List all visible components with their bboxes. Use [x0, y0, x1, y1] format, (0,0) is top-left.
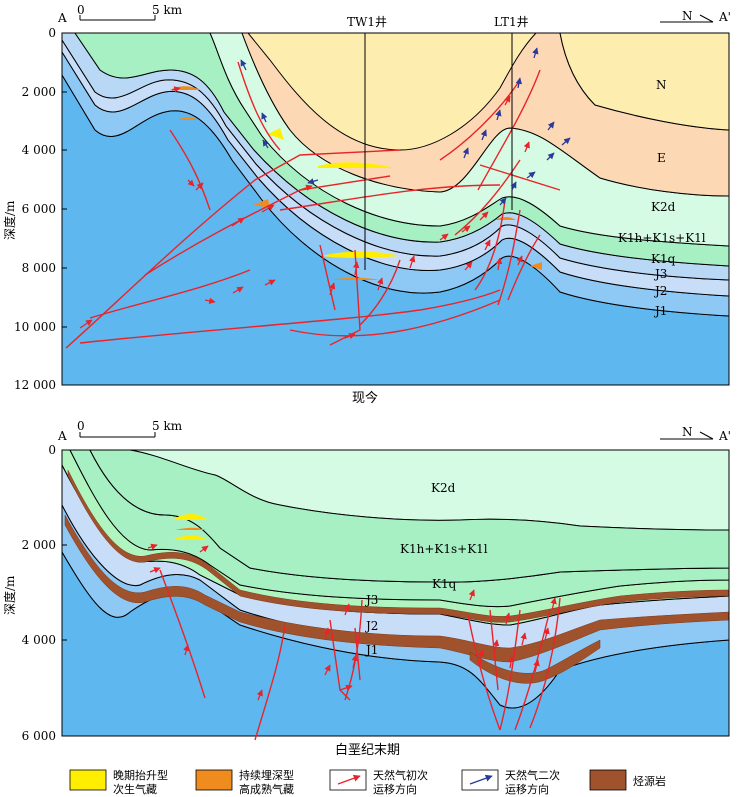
- legend-label-late-uplift-line2: 次生气藏: [113, 782, 157, 796]
- bottom-layer-label-j3: J3: [364, 593, 378, 607]
- legend-item-primary-migration: 天然气初次 运移方向: [329, 768, 428, 796]
- top-layer-label-j1: J1: [653, 304, 667, 318]
- top-primary-migration-arrows: [79, 86, 530, 340]
- bottom-depth-axis-label: 深度/m: [2, 575, 17, 615]
- top-section-end-label: A': [718, 10, 731, 24]
- top-depth-tick-label: 6 000: [22, 202, 56, 216]
- top-gas-deep-6: [530, 262, 542, 270]
- top-section-start-label: A: [57, 11, 67, 25]
- legend-item-source-rock: 烃源岩: [589, 769, 666, 791]
- bottom-depth-tick-label: 6 000: [22, 729, 56, 743]
- top-depth-tick-label: 2 000: [22, 85, 56, 99]
- top-gas-deep-3: [253, 199, 270, 208]
- bottom-section-start-label: A: [57, 429, 67, 443]
- top-depth-tick-label: 10 000: [14, 320, 56, 334]
- legend-label-primary-line1: 天然气初次: [373, 768, 428, 782]
- legend-label-deep-burial-line2: 高成熟气藏: [239, 782, 294, 796]
- legend-label-secondary-line1: 天然气二次: [505, 768, 560, 782]
- bottom-layer-label-k1: K1h+K1s+K1l: [400, 542, 488, 556]
- legend-label-secondary-line2: 运移方向: [505, 782, 549, 796]
- legend-item-late-uplift: 晚期抬升型 次生气藏: [69, 768, 168, 796]
- bottom-gas-late-2: [172, 535, 208, 540]
- top-north-arrow-icon: [660, 14, 714, 23]
- top-layer-label-n: N: [656, 78, 667, 92]
- legend-item-secondary-migration: 天然气二次 运移方向: [461, 768, 560, 796]
- top-gas-deep-4: [330, 277, 380, 280]
- top-depth-ticks: [62, 32, 67, 386]
- top-gas-late-2: [322, 251, 400, 258]
- top-gas-deep-2: [178, 117, 198, 120]
- bottom-section-end-label: A': [718, 429, 731, 443]
- legend: 晚期抬升型 次生气藏 持续埋深型 高成熟气藏 天然气初次 运移方向 天然气二次 …: [69, 768, 666, 796]
- bottom-panel: 0 2 000 4 000 6 000 深度/m A A' 0 5 km N K…: [2, 419, 731, 758]
- top-gas-late-1: [318, 162, 395, 168]
- top-gas-deep-5: [495, 217, 516, 220]
- bottom-depth-ticks: [62, 449, 67, 737]
- top-depth-tick-label: 0: [48, 26, 56, 40]
- bottom-layer-label-j1: J1: [364, 643, 378, 657]
- top-layer-label-e: E: [657, 151, 666, 165]
- bottom-scale-zero: 0: [77, 419, 85, 433]
- top-gas-late-3: [268, 128, 284, 140]
- top-well-tw1-label: TW1井: [347, 15, 387, 29]
- top-north-label: N: [682, 9, 693, 23]
- bottom-scale-bar: [79, 432, 156, 438]
- bottom-north-label: N: [682, 425, 693, 439]
- top-depth-tick-label: 8 000: [22, 261, 56, 275]
- bottom-panel-caption: 白垩纪末期: [335, 742, 400, 758]
- top-well-lt1-label: LT1井: [494, 15, 529, 29]
- top-layer-label-j3: J3: [653, 267, 667, 281]
- bottom-scale-end: 5 km: [152, 419, 183, 433]
- bottom-layer-label-j2: J2: [364, 619, 378, 633]
- bottom-gas-deep-1: [175, 527, 206, 530]
- red-arrow-icon: [337, 774, 361, 785]
- legend-label-source-rock: 烃源岩: [633, 774, 666, 788]
- blue-arrow-icon: [469, 774, 493, 785]
- bottom-depth-tick-label: 4 000: [22, 633, 56, 647]
- top-panel: TW1井 LT1井: [2, 3, 731, 406]
- top-scale-bar: [79, 15, 156, 21]
- legend-label-late-uplift-line1: 晚期抬升型: [113, 768, 168, 782]
- legend-item-deep-burial: 持续埋深型 高成熟气藏: [195, 768, 294, 796]
- top-depth-tick-label: 4 000: [22, 143, 56, 157]
- top-layer-label-k1q: K1q: [651, 252, 676, 266]
- bottom-faults: [159, 569, 561, 741]
- top-depth-tick-label: 12 000: [14, 378, 56, 392]
- bottom-layer-label-k2d: K2d: [431, 481, 456, 495]
- top-layer-label-k1: K1h+K1s+K1l: [618, 231, 706, 245]
- top-layer-label-k2d: K2d: [651, 200, 676, 214]
- top-depth-axis-label: 深度/m: [2, 200, 17, 240]
- bottom-gas-late-1: [172, 514, 208, 520]
- top-scale-zero: 0: [77, 3, 85, 17]
- bottom-layer-label-k1q: K1q: [432, 577, 457, 591]
- top-secondary-migration-arrows: [240, 47, 571, 206]
- bottom-depth-tick-label: 0: [48, 443, 56, 457]
- top-scale-end: 5 km: [152, 3, 183, 17]
- top-layer-label-j2: J2: [653, 284, 667, 298]
- legend-label-primary-line2: 运移方向: [373, 782, 417, 796]
- bottom-north-arrow-icon: [660, 431, 714, 440]
- bottom-primary-migration-arrows: [147, 543, 557, 701]
- bottom-depth-tick-label: 2 000: [22, 538, 56, 552]
- top-panel-caption: 现今: [352, 390, 378, 406]
- legend-label-deep-burial-line1: 持续埋深型: [239, 768, 294, 782]
